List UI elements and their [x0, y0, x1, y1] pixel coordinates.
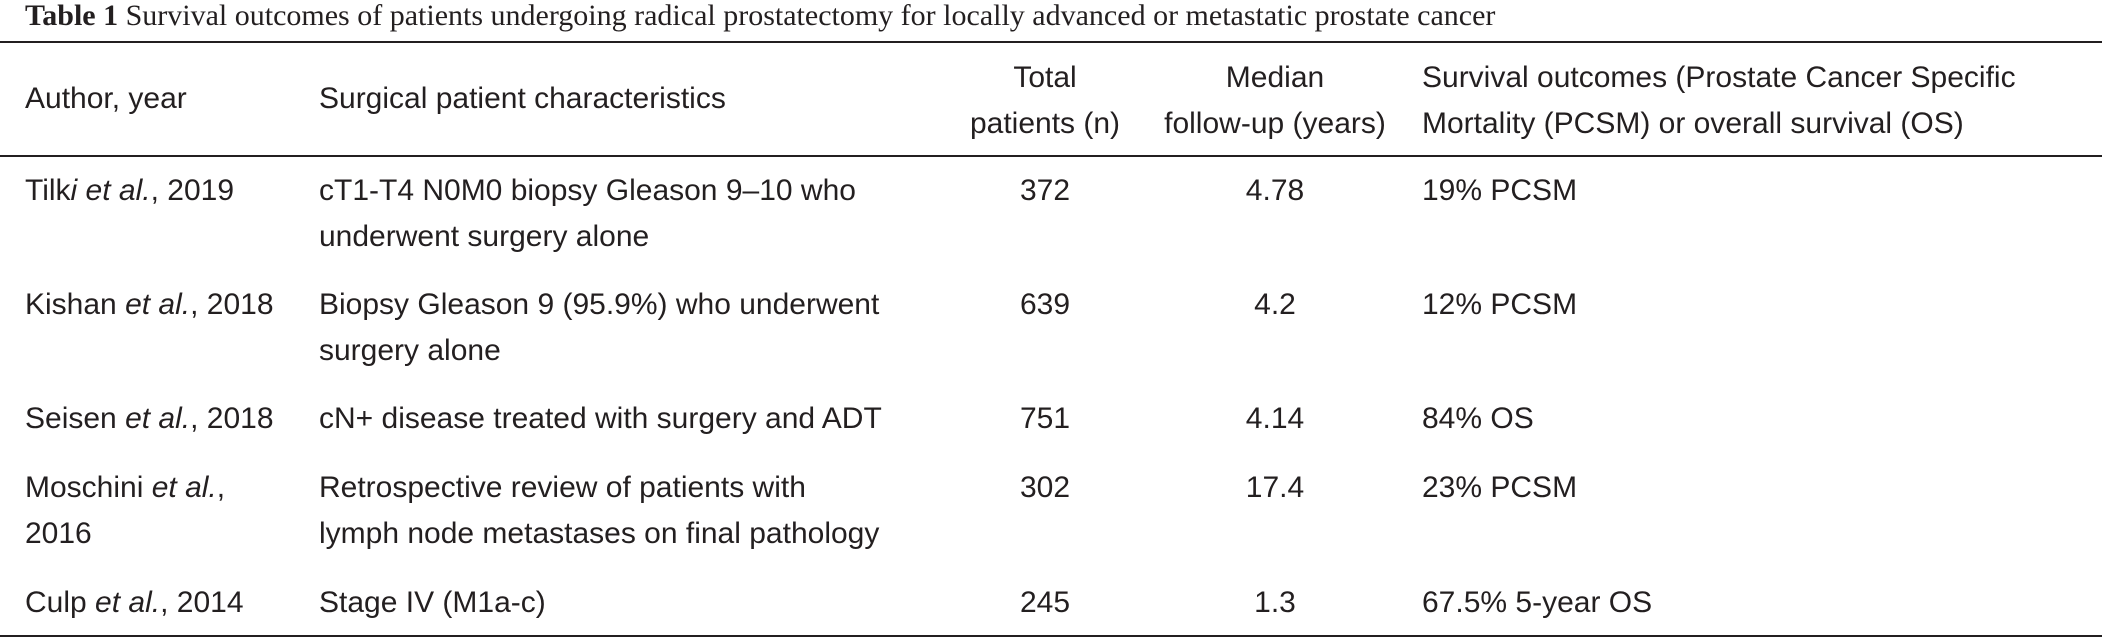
row-3-characteristics: cN+ disease treated with surgery and ADT	[319, 396, 969, 442]
table-caption: Table 1 Survival outcomes of patients un…	[25, 0, 1495, 38]
row-3-survival-outcome: 84% OS	[1422, 402, 1534, 435]
row-5-author-name: Culp	[25, 586, 96, 619]
row-3-characteristics-line1: cN+ disease treated with surgery and ADT	[319, 402, 882, 435]
row-1-characteristics-line2: underwent surgery alone	[319, 220, 650, 253]
row-5-characteristics-line1: Stage IV (M1a-c)	[319, 586, 546, 619]
table-bottom-rule	[0, 635, 2102, 637]
row-1-author-name: Tilk	[25, 174, 71, 207]
header-survival-line2: Mortality (PCSM) or overall survival (OS…	[1422, 107, 1964, 140]
row-5-year: , 2014	[160, 586, 244, 619]
header-median-line1: Median	[1225, 61, 1325, 94]
row-2-author-name: Kishan	[25, 288, 126, 321]
row-1-survival-outcome: 19% PCSM	[1422, 174, 1578, 207]
table-caption-text: Survival outcomes of patients undergoing…	[125, 0, 1496, 32]
row-4-comma: ,	[216, 471, 226, 504]
row-5-author-year: Culp et al., 2014	[25, 580, 315, 626]
row-4-et-al: et al.	[151, 471, 217, 504]
row-5-et-al: et al.	[95, 586, 161, 619]
row-2-characteristics: Biopsy Gleason 9 (95.9%) who underwent s…	[319, 282, 969, 374]
header-median-line2: follow-up (years)	[1164, 107, 1386, 140]
row-3-total-patients: 751	[1019, 402, 1071, 435]
row-4-year: 2016	[25, 517, 92, 550]
row-1-author-year: Tilki et al., 2019	[25, 168, 315, 214]
row-2-year: , 2018	[190, 288, 274, 321]
header-total-line1: Total	[1013, 61, 1077, 94]
row-4-characteristics-line1: Retrospective review of patients with	[319, 471, 806, 504]
header-patient-characteristics: Surgical patient characteristics	[319, 82, 726, 115]
row-4-characteristics-line2: lymph node metastases on final pathology	[319, 517, 880, 550]
row-5-median-follow-up: 1.3	[1254, 586, 1296, 619]
header-total-patients: Total patients (n)	[960, 55, 1130, 147]
row-2-et-al: et al.	[125, 288, 191, 321]
table-header-rule	[0, 155, 2102, 157]
header-total-line2: patients (n)	[969, 107, 1121, 140]
header-median-follow-up: Median follow-up (years)	[1145, 55, 1405, 147]
header-survival-outcomes: Survival outcomes (Prostate Cancer Speci…	[1422, 55, 2102, 147]
row-2-median-follow-up: 4.2	[1254, 288, 1296, 321]
row-1-total-patients: 372	[1019, 174, 1071, 207]
row-5-total-patients: 245	[1019, 586, 1071, 619]
table-caption-label: Table 1	[25, 0, 119, 32]
row-5-characteristics: Stage IV (M1a-c)	[319, 580, 969, 626]
row-2-survival-outcome: 12% PCSM	[1422, 288, 1578, 321]
table-top-rule	[0, 41, 2102, 43]
row-1-year: , 2019	[150, 174, 235, 207]
row-4-author-year: Moschini et al., 2016	[25, 465, 315, 557]
row-2-author-year: Kishan et al., 2018	[25, 282, 315, 328]
row-4-author-name: Moschini	[25, 471, 152, 504]
row-4-median-follow-up: 17.4	[1245, 471, 1305, 504]
row-3-median-follow-up: 4.14	[1245, 402, 1305, 435]
row-3-author-name: Seisen	[25, 402, 126, 435]
row-5-survival-outcome: 67.5% 5-year OS	[1422, 586, 1653, 619]
row-2-characteristics-line2: surgery alone	[319, 334, 501, 367]
header-survival-line1: Survival outcomes (Prostate Cancer Speci…	[1422, 61, 2016, 94]
row-4-characteristics: Retrospective review of patients with ly…	[319, 465, 969, 557]
row-4-author-line1: Moschini et al.,	[25, 465, 315, 511]
row-3-et-al: et al.	[125, 402, 191, 435]
row-1-et-al: i et al.	[70, 174, 151, 207]
row-3-year: , 2018	[190, 402, 274, 435]
row-2-characteristics-line1: Biopsy Gleason 9 (95.9%) who underwent	[319, 288, 880, 321]
row-1-characteristics-line1: cT1-T4 N0M0 biopsy Gleason 9–10 who	[319, 174, 856, 207]
row-1-characteristics: cT1-T4 N0M0 biopsy Gleason 9–10 who unde…	[319, 168, 969, 260]
row-4-total-patients: 302	[1019, 471, 1071, 504]
row-1-median-follow-up: 4.78	[1245, 174, 1305, 207]
row-2-total-patients: 639	[1019, 288, 1071, 321]
header-author-year: Author, year	[25, 82, 187, 115]
row-3-author-year: Seisen et al., 2018	[25, 396, 315, 442]
row-4-survival-outcome: 23% PCSM	[1422, 471, 1578, 504]
